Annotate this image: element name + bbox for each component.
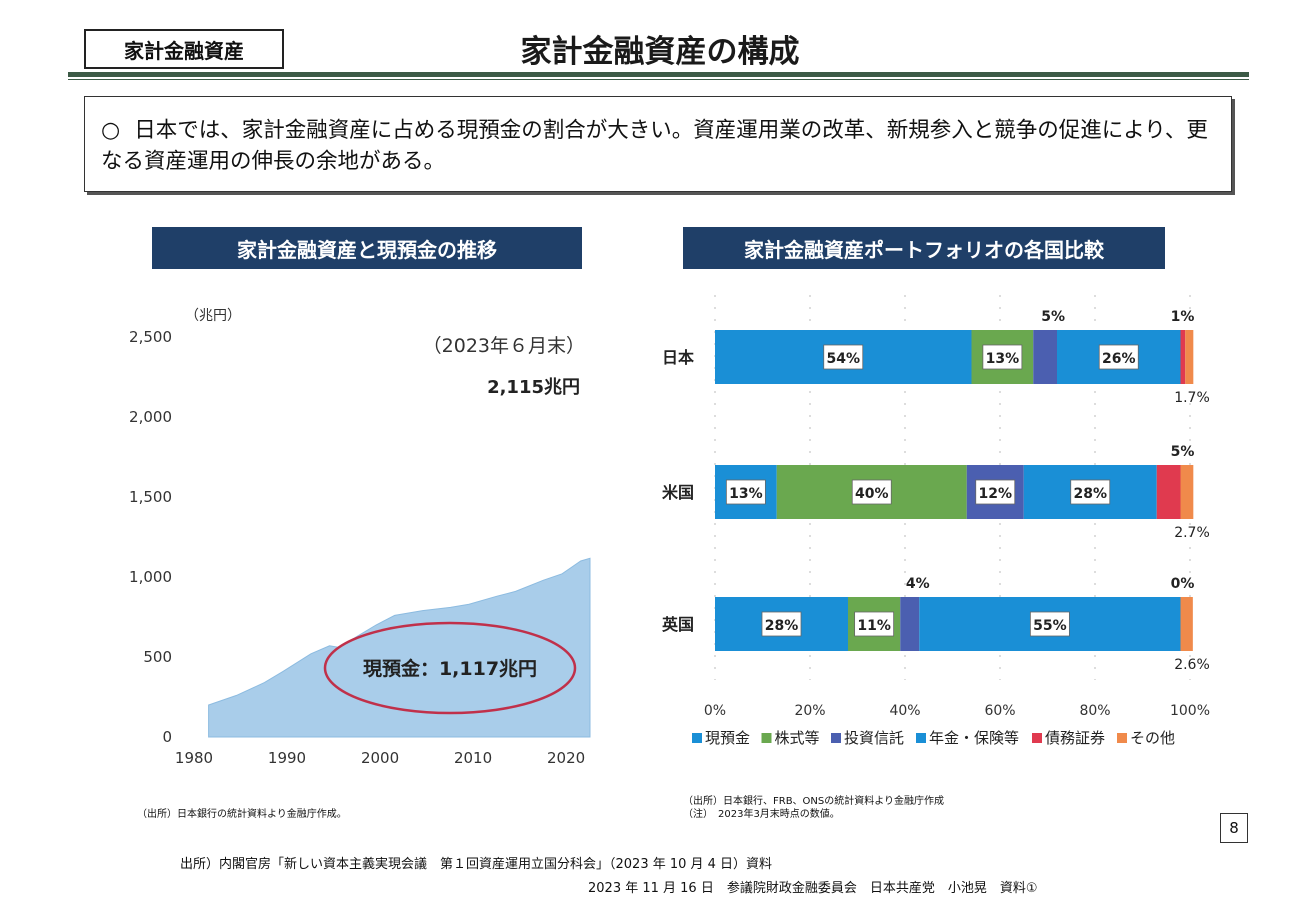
- data-label: 4%: [906, 576, 930, 592]
- section-tag: 家計金融資産: [84, 29, 284, 69]
- stacked-bar-chart: 0% 20% 40% 60% 80% 100% 日本 54% 13% 5% 26% 1% 1.7% 米国 1…: [661, 295, 1210, 747]
- x-tick-label: 1990: [268, 749, 306, 767]
- data-label: 54%: [826, 351, 860, 367]
- data-label-box: [1098, 344, 1139, 370]
- data-label: 0%: [1171, 576, 1195, 592]
- page-title: 家計金融資産の構成: [520, 34, 800, 70]
- page-number: 8: [1220, 813, 1248, 843]
- y-tick-label: 2,500: [129, 328, 172, 346]
- highlight-ellipse: [323, 621, 577, 715]
- x-tick-label: 2000: [361, 749, 399, 767]
- cash-area-series: [208, 557, 591, 738]
- legend-swatch: [1117, 733, 1127, 743]
- legend-label: 債務証券: [1045, 729, 1105, 747]
- x-tick-label: 20%: [794, 703, 825, 719]
- data-label: 1.7%: [1174, 390, 1210, 406]
- data-label: 55%: [1033, 618, 1067, 634]
- data-label: 5%: [1171, 444, 1195, 460]
- left-source-note: （出所）日本銀行の統計資料より金融庁作成。: [137, 809, 347, 820]
- data-label: 13%: [729, 486, 763, 502]
- data-label-box: [761, 611, 802, 637]
- data-label: 5%: [1041, 309, 1065, 325]
- legend-swatch: [916, 733, 926, 743]
- data-label: 13%: [986, 351, 1020, 367]
- legend-label: 株式等: [775, 729, 820, 747]
- bar-segment: [1033, 330, 1057, 384]
- footer-source: 出所）内閣官房「新しい資本主義実現会議 第１回資産運用立国分科会」（2023 年…: [180, 857, 773, 872]
- left-panel-title: 家計金融資産と現預金の推移: [152, 227, 582, 269]
- data-label: 40%: [855, 486, 889, 502]
- legend-swatch: [692, 733, 702, 743]
- footer-attribution: 2023 年 11 月 16 日 参議院財政金融委員会 日本共産党 小池晃 資料…: [588, 881, 1038, 896]
- date-note: （2023年６月末）: [423, 335, 585, 357]
- bar-segment: [1185, 330, 1194, 384]
- area-chart: 0 500 1,000 1,500 2,000 2,500 （兆円） 1980 1990 2000…: [129, 308, 591, 767]
- total-assets-label: 2,115兆円: [487, 377, 580, 398]
- data-label-box: [1070, 479, 1111, 505]
- y-tick-label: 500: [143, 648, 172, 666]
- legend-swatch: [761, 733, 772, 743]
- title-rule: [68, 72, 1249, 77]
- bar-segment: [1180, 597, 1193, 651]
- data-label: 11%: [857, 618, 891, 634]
- title-rule-thin: [68, 79, 1249, 80]
- x-tick-label: 60%: [984, 703, 1015, 719]
- legend-label: 現預金: [705, 729, 750, 747]
- bar-segment: [1180, 330, 1186, 384]
- x-tick-label: 40%: [889, 703, 920, 719]
- legend-swatch: [831, 733, 841, 743]
- bar-segment: [1156, 465, 1181, 519]
- data-label-box: [975, 479, 1016, 505]
- x-tick-label: 2010: [454, 749, 492, 767]
- data-label-box: [1029, 611, 1070, 637]
- right-source-note-2: （注） 2023年3月末時点の数値。: [683, 809, 840, 820]
- category-label: 英国: [661, 615, 694, 634]
- summary-bullet: ○: [101, 118, 121, 143]
- data-label: 2.6%: [1174, 657, 1210, 673]
- bar-segment: [900, 597, 920, 651]
- data-label: 26%: [1102, 351, 1136, 367]
- x-tick-label: 2020: [547, 749, 585, 767]
- y-tick-label: 2,000: [129, 408, 172, 426]
- right-source-note-1: （出所）日本銀行、FRB、ONSの統計資料より金融庁作成: [683, 796, 945, 807]
- legend-label: 年金・保険等: [929, 729, 1019, 747]
- data-label: 28%: [765, 618, 799, 634]
- data-label-box: [823, 344, 864, 370]
- summary-text: 日本では、家計金融資産に占める現預金の割合が大きい。資産運用業の改革、新規参入と…: [101, 118, 1208, 174]
- legend-label: その他: [1130, 729, 1175, 747]
- data-label: 28%: [1073, 486, 1107, 502]
- y-tick-label: 0: [162, 728, 172, 746]
- data-label: 2.7%: [1174, 525, 1210, 541]
- x-tick-label: 80%: [1079, 703, 1110, 719]
- data-label-box: [851, 479, 892, 505]
- y-axis-unit: （兆円）: [185, 308, 241, 324]
- data-label: 12%: [978, 486, 1012, 502]
- data-label-box: [854, 611, 895, 637]
- bar-segment: [1180, 465, 1194, 519]
- category-label: 日本: [662, 348, 694, 367]
- x-tick-label: 100%: [1170, 703, 1210, 719]
- x-tick-label: 0%: [704, 703, 726, 719]
- summary-box: ○ 日本では、家計金融資産に占める現預金の割合が大きい。資産運用業の改革、新規参入…: [84, 96, 1232, 192]
- y-tick-label: 1,000: [129, 568, 172, 586]
- data-label: 1%: [1171, 309, 1195, 325]
- data-label-box: [725, 479, 766, 505]
- right-panel-title: 家計金融資産ポートフォリオの各国比較: [683, 227, 1165, 269]
- category-label: 米国: [662, 483, 694, 502]
- legend-label: 投資信託: [844, 729, 904, 747]
- legend-swatch: [1032, 733, 1042, 743]
- y-tick-label: 1,500: [129, 488, 172, 506]
- cash-value-label: 現預金：1,117兆円: [363, 657, 537, 680]
- data-label-box: [982, 344, 1023, 370]
- x-tick-label: 1980: [175, 749, 213, 767]
